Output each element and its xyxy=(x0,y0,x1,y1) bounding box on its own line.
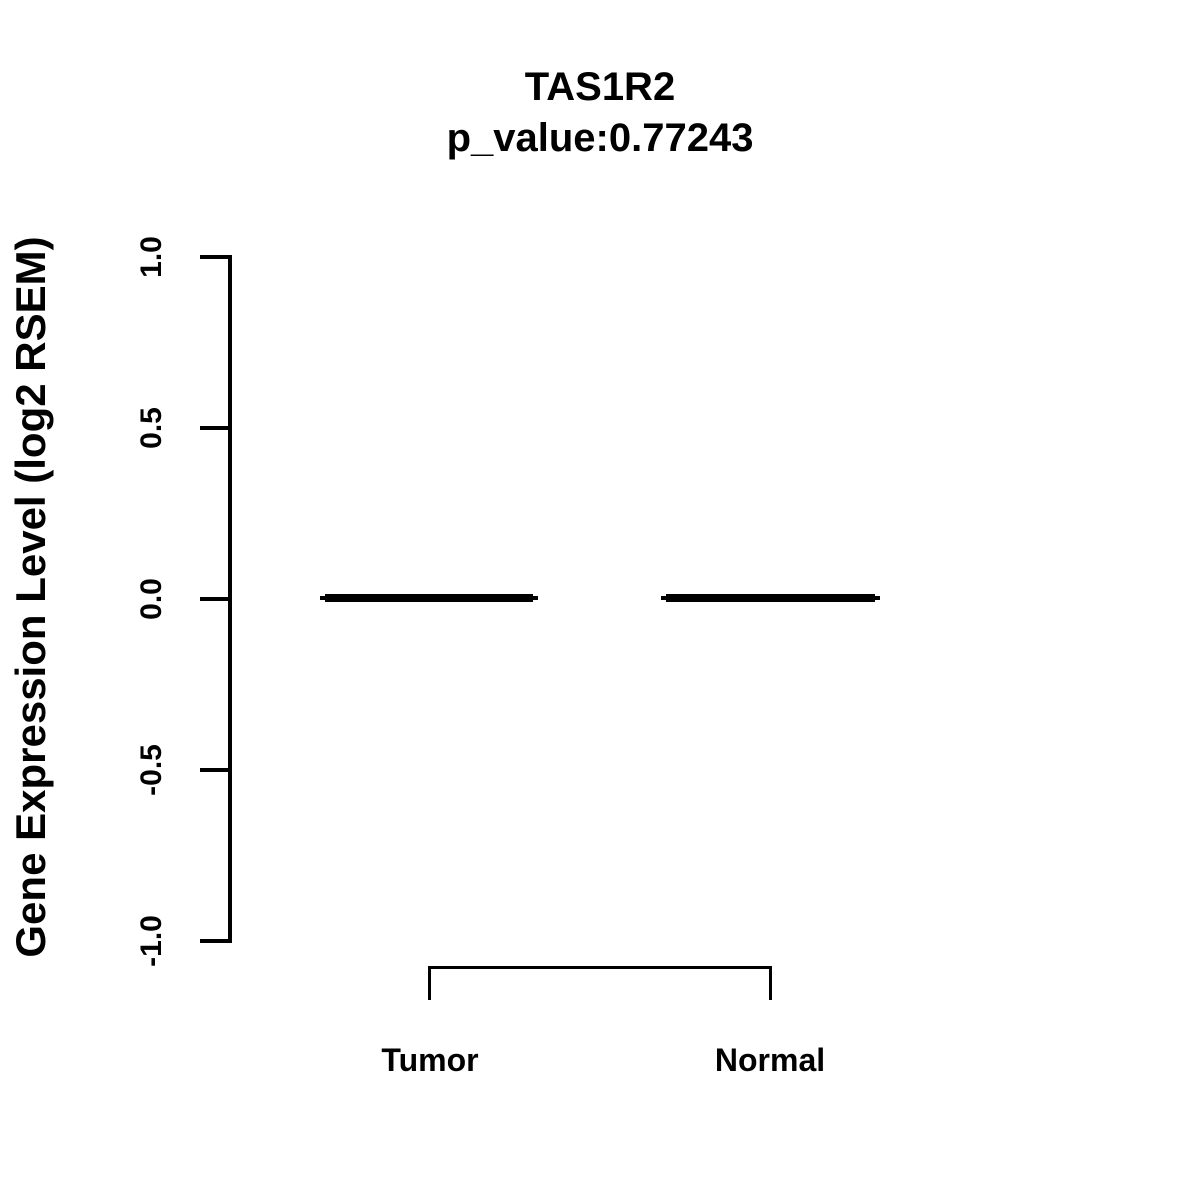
y-axis-line xyxy=(228,255,232,943)
y-tick-mark xyxy=(200,597,230,601)
y-tick-mark xyxy=(200,939,230,943)
y-tick-label: 0.5 xyxy=(135,407,168,449)
y-tick-label: 1.0 xyxy=(135,236,168,278)
normal-median-line xyxy=(661,594,880,602)
y-tick-mark xyxy=(200,255,230,259)
comparison-bracket-left-tick xyxy=(428,966,431,1000)
y-tick-label: 0.0 xyxy=(135,578,168,620)
y-tick-label: -1.0 xyxy=(135,915,168,967)
x-category-label-tumor: Tumor xyxy=(381,1042,479,1078)
y-tick-label: -0.5 xyxy=(135,744,168,796)
chart-pvalue-subtitle: p_value:0.77243 xyxy=(446,116,754,160)
y-tick-mark xyxy=(200,768,230,772)
y-axis-label: Gene Expression Level (log2 RSEM) xyxy=(7,236,54,958)
x-category-label-normal: Normal xyxy=(714,1042,826,1078)
tumor-median-line xyxy=(320,594,538,602)
y-tick-mark xyxy=(200,426,230,430)
chart-title: TAS1R2 xyxy=(524,65,676,109)
title-block: TAS1R2 p_value:0.77243 xyxy=(0,62,1200,164)
comparison-bracket-horizontal xyxy=(428,966,772,969)
comparison-bracket-right-tick xyxy=(769,966,772,1000)
